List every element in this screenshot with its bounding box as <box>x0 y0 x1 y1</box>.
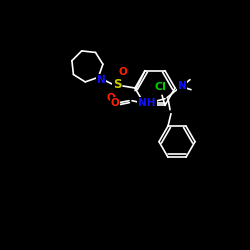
Text: S: S <box>113 78 121 92</box>
Text: O: O <box>110 98 120 108</box>
Text: O: O <box>119 67 128 77</box>
Text: N: N <box>96 75 106 85</box>
Text: NH: NH <box>138 98 156 108</box>
Text: O: O <box>106 93 116 103</box>
Text: N: N <box>178 81 186 91</box>
Text: Cl: Cl <box>154 82 166 92</box>
